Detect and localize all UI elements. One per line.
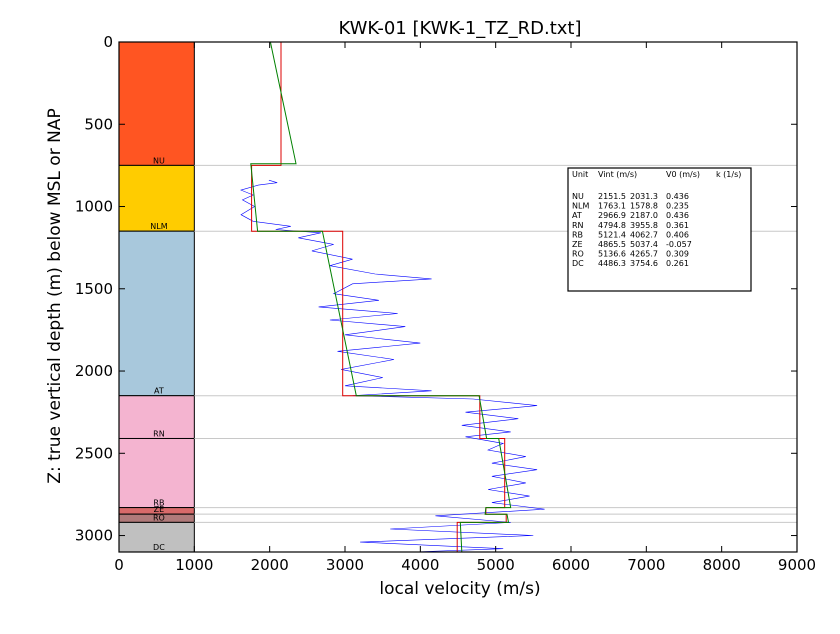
legend-cell-v0: 1578.8 (630, 202, 658, 211)
unit-label-nlm: NLM (150, 222, 167, 231)
legend-cell-v0: 3754.6 (630, 259, 658, 268)
legend-cell-vint: 4794.8 (598, 221, 626, 230)
chart-title: KWK-01 [KWK-1_TZ_RD.txt] (338, 18, 581, 39)
legend-cell-v0: 5037.4 (630, 240, 658, 249)
legend-cell-v0: 3955.8 (630, 221, 658, 230)
unit-block-nlm (118, 164, 195, 232)
legend-cell-k: 0.235 (666, 202, 689, 211)
legend-box (567, 167, 752, 292)
linear-fit-line (250, 41, 512, 553)
legend-cell-name: RB (572, 230, 583, 239)
legend-cell-k: 0.361 (666, 221, 689, 230)
legend-cell-vint: 4865.5 (598, 240, 626, 249)
plot-frame (118, 41, 798, 553)
legend-cell-vint: 5136.6 (598, 250, 626, 259)
unit-label-ro: RO (153, 513, 165, 522)
legend-header-cell: V0 (m/s) (666, 170, 700, 179)
legend-cell-k: -0.057 (666, 240, 692, 249)
legend-header-cell: Unit (572, 170, 588, 179)
unit-label-rn: RN (153, 429, 165, 438)
unit-block-rb (118, 437, 195, 509)
legend-cell-v0: 4062.7 (630, 230, 658, 239)
legend-cell-vint: 5121.4 (598, 230, 626, 239)
legend-cell-vint: 2151.5 (598, 192, 626, 201)
x-tick-label: 1000 (175, 556, 213, 574)
x-tick-label: 0 (114, 556, 124, 574)
unit-block-dc (118, 521, 195, 553)
legend-header-cell: k (1/s) (716, 170, 741, 179)
legend-cell-vint: 2966.9 (598, 211, 626, 220)
y-tick-label: 1000 (75, 198, 113, 216)
legend-cell-name: RO (572, 250, 584, 259)
unit-label-dc: DC (153, 543, 165, 552)
unit-label-ze: ZE (154, 505, 165, 514)
legend-cell-v0: 2031.3 (630, 192, 658, 201)
y-tick-label: 3000 (75, 527, 113, 545)
x-tick-label: 6000 (552, 556, 590, 574)
y-tick-label: 0 (103, 33, 113, 51)
legend-cell-name: RN (572, 221, 584, 230)
x-tick-label: 8000 (703, 556, 741, 574)
legend-cell-vint: 4486.3 (598, 259, 626, 268)
x-tick-label: 5000 (477, 556, 515, 574)
y-tick-label: 2000 (75, 362, 113, 380)
y-tick-label: 1500 (75, 280, 113, 298)
unit-label-rb: RB (153, 499, 164, 508)
y-tick-label: 500 (84, 115, 113, 133)
legend-cell-name: NLM (572, 202, 589, 211)
y-axis-label: Z: true vertical depth (m) below MSL or … (45, 108, 65, 483)
legend-cell-vint: 1763.1 (598, 202, 626, 211)
x-tick-label: 4000 (401, 556, 439, 574)
legend-cell-k: 0.436 (666, 211, 689, 220)
legend-cell-v0: 4265.7 (630, 250, 658, 259)
legend-cell-k: 0.309 (666, 250, 689, 259)
measured-velocity-line (240, 179, 545, 553)
interval-velocity-line (251, 42, 507, 552)
x-tick-label: 9000 (778, 556, 816, 574)
y-tick-label: 2500 (75, 444, 113, 462)
x-tick-label: 7000 (627, 556, 665, 574)
unit-block-at (118, 230, 195, 397)
unit-block-rn (118, 395, 195, 439)
legend-cell-name: DC (572, 259, 584, 268)
legend-cell-name: AT (572, 211, 582, 220)
unit-block-nu (118, 41, 195, 166)
legend-cell-k: 0.261 (666, 259, 689, 268)
unit-label-nu: NU (153, 156, 165, 165)
x-tick-label: 3000 (326, 556, 364, 574)
x-tick-label: 2000 (251, 556, 289, 574)
legend-cell-name: NU (572, 192, 584, 201)
x-axis-label: local velocity (m/s) (379, 579, 540, 599)
legend-cell-k: 0.406 (666, 230, 689, 239)
legend-cell-name: ZE (572, 240, 583, 249)
legend-cell-k: 0.436 (666, 192, 689, 201)
legend-header-cell: Vint (m/s) (598, 170, 637, 179)
legend-cell-v0: 2187.0 (630, 211, 658, 220)
unit-label-at: AT (154, 387, 164, 396)
